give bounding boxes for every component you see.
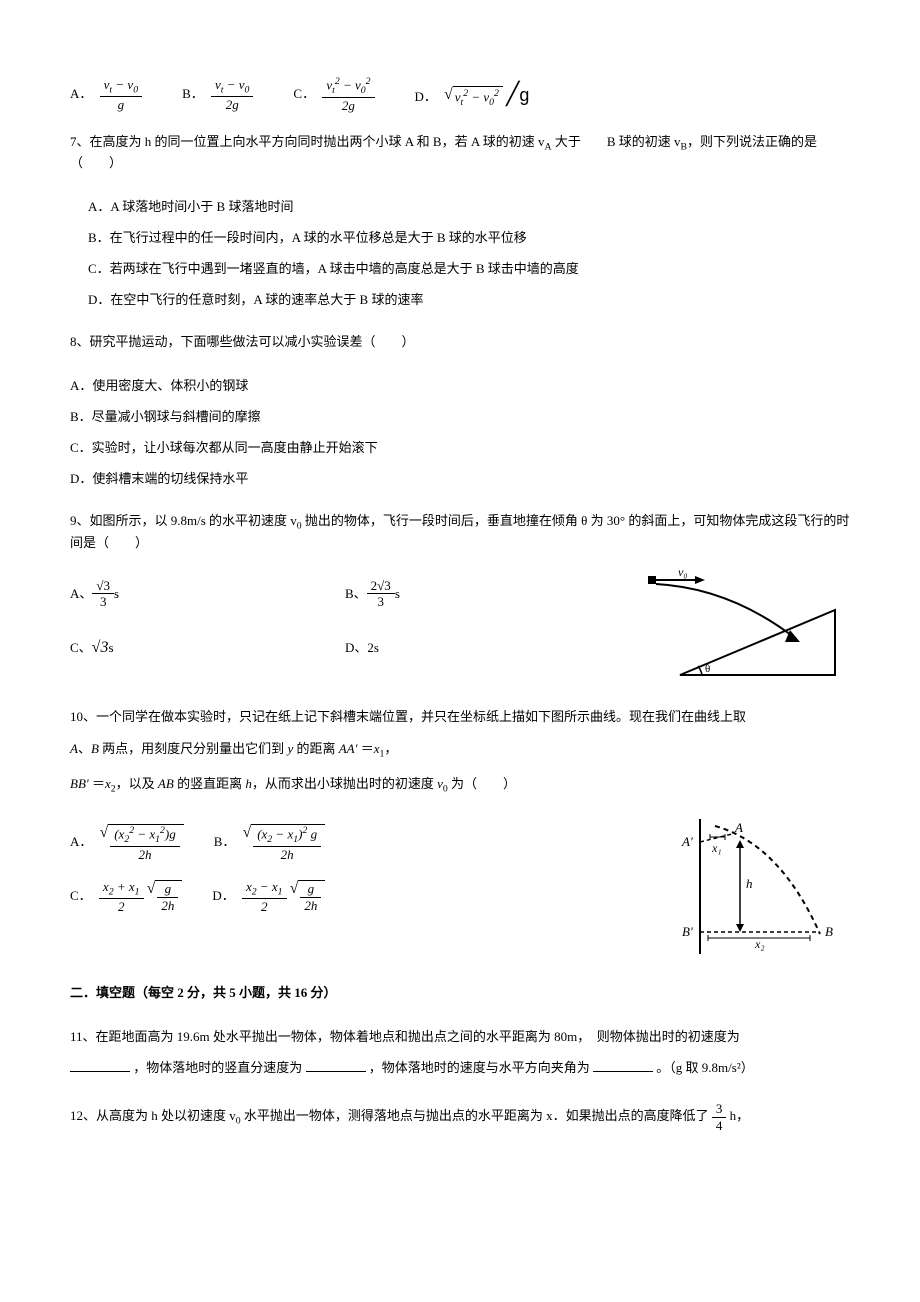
svg-text:x₁: x₁ <box>711 841 722 855</box>
q9-opt-d: D、 2s <box>345 624 620 672</box>
q7-opt-d: D．在空中飞行的任意时刻，A 球的速率总大于 B 球的速率 <box>88 284 850 315</box>
q10-options: A． (x22 − x12)g2h B． (x2 − x1)2 g2h C． x… <box>70 814 620 930</box>
q6-opt-b: B． vt − v02g <box>182 77 253 113</box>
q9-opt-a: A、 √33 s <box>70 570 345 618</box>
q9-opt-c: C、 √3 s <box>70 624 345 672</box>
svg-text:B′: B′ <box>682 924 693 939</box>
q7-options: A．A 球落地时间小于 B 球落地时间 B．在飞行过程中的任一段时间内，A 球的… <box>88 191 850 316</box>
q11-blank-2 <box>306 1058 366 1072</box>
q8-opt-b: B．尽量减小钢球与斜槽间的摩擦 <box>70 401 850 432</box>
q8-opt-a: A．使用密度大、体积小的钢球 <box>70 370 850 401</box>
svg-text:θ: θ <box>705 663 710 675</box>
q7-opt-b: B．在飞行过程中的任一段时间内，A 球的水平位移总是大于 B 球的水平位移 <box>88 222 850 253</box>
q10-opt-c: C． x2 + x12 g2h <box>70 879 182 915</box>
q11-blank-1 <box>70 1058 130 1072</box>
q6-opt-d: D． vt2 − v02 ╱g <box>415 79 530 110</box>
q9-figure: v₀ θ <box>640 570 850 690</box>
svg-text:h: h <box>746 876 753 891</box>
q11-blank-3 <box>593 1058 653 1072</box>
q7-stem: 7、在高度为 h 的同一位置上向水平方向同时抛出两个小球 A 和 B，若 A 球… <box>70 133 850 172</box>
q9-stem: 9、如图所示，以 9.8m/s 的水平初速度 v0 抛出的物体，飞行一段时间后，… <box>70 512 850 551</box>
q6-opt-a: A． vt − v0g <box>70 77 142 113</box>
q8-options: A．使用密度大、体积小的钢球 B．尽量减小钢球与斜槽间的摩擦 C．实验时，让小球… <box>70 370 850 495</box>
q6-options: A． vt − v0g B． vt − v02g C． vt2 − v022g … <box>70 76 850 113</box>
svg-text:v₀: v₀ <box>678 570 688 579</box>
q7-opt-c: C．若两球在飞行中遇到一堵竖直的墙，A 球击中墙的高度总是大于 B 球击中墙的高… <box>88 253 850 284</box>
q11: 11、在距地面高为 19.6m 处水平抛出一物体，物体着地点和抛出点之间的水平距… <box>70 1021 850 1083</box>
q10-figure: A A′ B B′ x₁ h x₂ <box>640 814 850 964</box>
q12: 12、从高度为 h 处以初速度 v0 水平抛出一物体，测得落地点与抛出点的水平距… <box>70 1101 850 1133</box>
q9-options: A、 √33 s B、 2√33 s C、 √3 s D、 2s <box>70 570 620 678</box>
q8-stem: 8、研究平抛运动，下面哪些做法可以减小实验误差（ ） <box>70 333 850 351</box>
svg-text:A′: A′ <box>681 834 693 849</box>
q9-opt-b: B、 2√33 s <box>345 570 620 618</box>
q10-opt-d: D． x2 − x12 g2h <box>212 879 325 915</box>
q8-opt-d: D．使斜槽末端的切线保持水平 <box>70 463 850 494</box>
q10-opt-b: B． (x2 − x1)2 g2h <box>214 824 325 862</box>
svg-text:B: B <box>825 924 833 939</box>
section-2-title: 二．填空题（每空 2 分，共 5 小题，共 16 分） <box>70 984 850 1002</box>
q10-opt-a: A． (x22 − x12)g2h <box>70 824 184 862</box>
q6-opt-c: C． vt2 − v022g <box>293 76 374 113</box>
q8-opt-c: C．实验时，让小球每次都从同一高度由静止开始滚下 <box>70 432 850 463</box>
q7-opt-a: A．A 球落地时间小于 B 球落地时间 <box>88 191 850 222</box>
svg-text:A: A <box>734 820 743 835</box>
svg-text:x₂: x₂ <box>754 937 765 951</box>
q10-stem: 10、一个同学在做本实验时，只记在纸上记下斜槽末端位置，并只在坐标纸上描如下图所… <box>70 708 850 797</box>
